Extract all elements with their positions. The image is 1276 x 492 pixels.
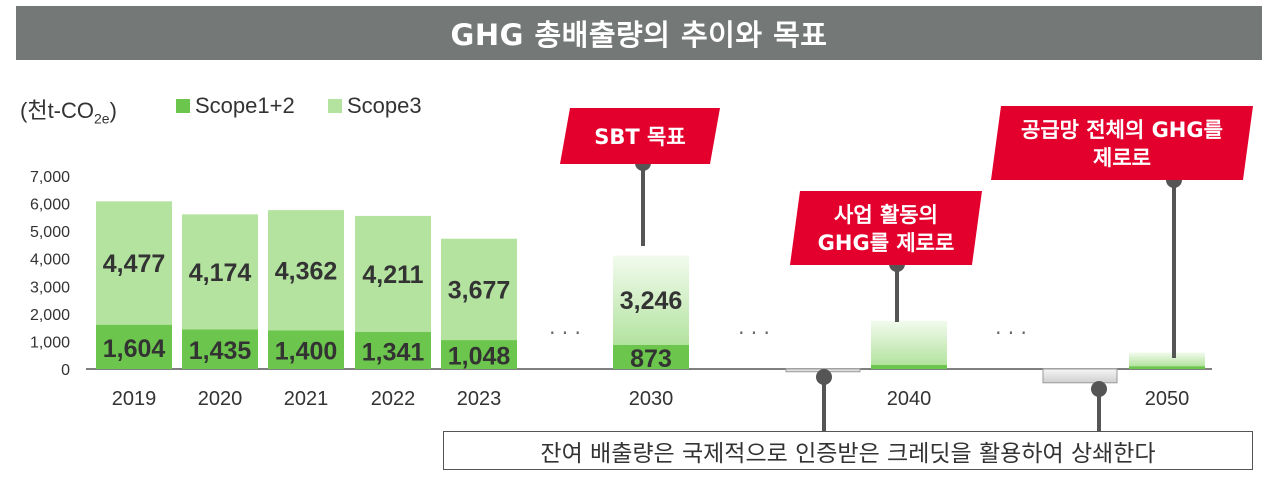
- data-label-scope3: 4,211: [362, 261, 423, 289]
- legend-label-scope3: Scope3: [347, 93, 422, 118]
- ellipsis: · · ·: [549, 321, 581, 345]
- data-label-scope12: 1,604: [103, 335, 166, 363]
- data-label-scope3: 4,174: [189, 259, 252, 287]
- x-tick-label: 2030: [629, 388, 674, 410]
- x-tick-label: 2019: [112, 388, 157, 410]
- bar-scope3: [441, 238, 517, 341]
- data-label-scope12: 1,435: [189, 337, 252, 365]
- bar-scope3: [1129, 352, 1205, 367]
- x-tick-label: 2040: [887, 388, 932, 410]
- data-label-scope3: 3,677: [448, 276, 511, 304]
- x-tick-label: 2020: [198, 388, 243, 410]
- callout-text: 사업 활동의: [834, 203, 938, 227]
- callout-text: 공급망 전체의 GHG를: [1021, 118, 1223, 142]
- connector-dot: [816, 369, 832, 385]
- bar-negative-offset: [1042, 368, 1118, 384]
- data-label-scope12: 873: [630, 345, 672, 373]
- bar-scope3: [268, 210, 344, 331]
- legend-label-scope12: Scope1+2: [195, 93, 295, 118]
- bar-scope12: [613, 344, 689, 369]
- data-label-scope3: 4,362: [275, 257, 338, 285]
- bar-scope3: [871, 320, 947, 365]
- title-bar: GHG 총배출량의 추이와 목표: [16, 6, 1262, 60]
- bar-scope12: [268, 330, 344, 369]
- y-tick-label: 6,000: [30, 197, 70, 214]
- bar-scope3: [96, 201, 172, 325]
- y-tick-label: 4,000: [30, 252, 70, 269]
- bar-scope12: [1129, 366, 1205, 369]
- bar-scope12: [441, 340, 517, 369]
- offset-note: 잔여 배출량은 국제적으로 인증받은 크레딧을 활용하여 상쇄한다: [443, 431, 1253, 470]
- y-tick-label: 1,000: [30, 334, 70, 351]
- unit-label: (천t-CO2e): [20, 98, 117, 127]
- callout-text: GHG를 제로로: [818, 231, 955, 255]
- callout-box: [991, 106, 1253, 180]
- page-title: GHG 총배출량의 추이와 목표: [450, 18, 828, 52]
- bar-scope3: [355, 215, 431, 333]
- ellipsis: · · ·: [995, 321, 1027, 345]
- bar-scope3: [613, 255, 689, 345]
- x-tick-label: 2021: [284, 388, 329, 410]
- data-label-scope12: 1,341: [362, 339, 425, 367]
- callout-text: SBT 목표: [594, 125, 685, 149]
- bar-scope12: [96, 324, 172, 369]
- y-tick-label: 3,000: [30, 279, 70, 296]
- bar-scope12: [871, 364, 947, 369]
- bar-scope12: [182, 329, 258, 369]
- ellipsis: · · ·: [738, 321, 770, 345]
- data-label-scope12: 1,048: [448, 343, 511, 371]
- x-tick-label: 2023: [457, 388, 502, 410]
- data-label-scope3: 3,246: [620, 287, 683, 315]
- y-tick-label: 0: [61, 362, 70, 379]
- data-label-scope3: 4,477: [103, 250, 166, 278]
- bar-scope12: [355, 332, 431, 369]
- bar-scope3: [182, 214, 258, 330]
- y-tick-label: 2,000: [30, 307, 70, 324]
- legend-swatch-scope3: [328, 99, 342, 113]
- connector-dot: [1091, 381, 1107, 397]
- legend-scope3: Scope3: [328, 93, 422, 119]
- y-tick-label: 7,000: [30, 169, 70, 186]
- callout-text: 제로로: [1093, 146, 1151, 170]
- data-label-scope12: 1,400: [275, 338, 338, 366]
- y-tick-label: 5,000: [30, 224, 70, 241]
- x-tick-label: 2050: [1145, 388, 1190, 410]
- offset-note-text: 잔여 배출량은 국제적으로 인증받은 크레딧을 활용하여 상쇄한다: [540, 440, 1156, 467]
- legend-swatch-scope12: [176, 99, 190, 113]
- callout-box: [560, 108, 720, 164]
- callout-box: [790, 191, 982, 265]
- legend-scope12: Scope1+2: [176, 93, 295, 119]
- x-tick-label: 2022: [371, 388, 416, 410]
